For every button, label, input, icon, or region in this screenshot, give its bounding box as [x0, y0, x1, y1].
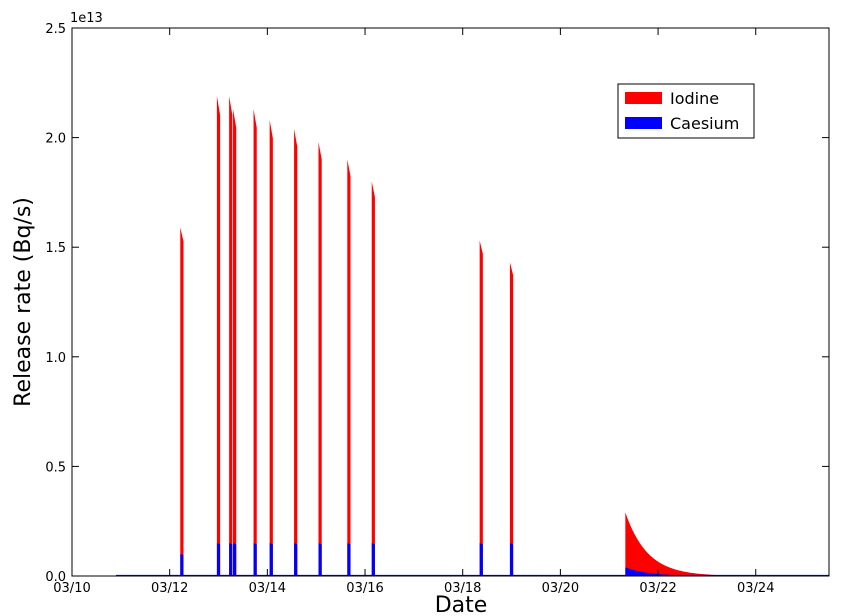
iodine-pulse-4: [253, 109, 257, 576]
y-tick-label-2: 1.0: [45, 351, 66, 366]
caesium-pulse-9: [371, 543, 375, 576]
caesium-pulse-0: [180, 554, 184, 576]
axis-ticks: 03/10 03/12 03/14 03/16 03/18 03/20 03/22 03/24…: [45, 22, 829, 596]
x-tick-label-5: 03/20: [542, 581, 579, 596]
legend-swatch-iodine: [625, 92, 662, 104]
iodine-pulse-11: [509, 262, 514, 576]
iodine-pulse-5: [269, 120, 273, 577]
x-tick-label-0: 03/10: [53, 581, 90, 596]
legend-label-caesium: Caesium: [670, 114, 739, 133]
caesium-pulse-4: [253, 543, 257, 576]
x-axis-label: Date: [435, 593, 488, 616]
y-tick-label-1: 0.5: [45, 460, 66, 475]
caesium-pulse-2: [229, 543, 233, 576]
plot-frame: [71, 27, 830, 577]
caesium-pulse-8: [347, 543, 351, 576]
caesium-pulse-11: [509, 543, 514, 576]
y-tick-label-3: 1.5: [45, 241, 66, 256]
x-tick-label-7: 03/24: [737, 581, 774, 596]
legend: Iodine Caesium: [617, 83, 755, 139]
y-tick-label-0: 0.0: [45, 570, 66, 585]
iodine-pulse-10: [479, 240, 483, 576]
iodine-pulse-8: [347, 159, 351, 576]
caesium-pulse-5: [269, 543, 273, 576]
caesium-pulse-10: [479, 543, 483, 576]
iodine-pulse-3: [233, 109, 237, 576]
x-tick-label-3: 03/16: [346, 581, 383, 596]
caesium-pulse-6: [294, 543, 298, 576]
x-tick-label-6: 03/22: [639, 581, 676, 596]
legend-swatch-caesium: [625, 117, 662, 129]
x-tick-label-4: 03/18: [444, 581, 481, 596]
x-tick-label-2: 03/14: [249, 581, 286, 596]
iodine-pulse-2: [229, 95, 233, 577]
y-multiplier-label: 1e13: [70, 11, 103, 26]
y-axis-label: Release rate (Bq/s): [11, 197, 36, 407]
iodine-pulse-6: [294, 128, 298, 576]
iodine-pulse-9: [371, 181, 375, 576]
caesium-pulse-1: [216, 543, 221, 576]
iodine-pulse-1: [216, 95, 221, 577]
legend-label-iodine: Iodine: [670, 89, 719, 108]
iodine-pulse-0: [180, 227, 184, 577]
plot-area: [115, 95, 829, 577]
caesium-pulse-3: [233, 543, 237, 576]
caesium-pulse-7: [318, 543, 322, 576]
iodine-pulse-7: [318, 141, 322, 576]
iodine-decay-area: [625, 512, 756, 576]
y-tick-label-5: 2.5: [45, 22, 66, 37]
x-tick-label-1: 03/12: [151, 581, 188, 596]
y-tick-label-4: 2.0: [45, 132, 66, 147]
